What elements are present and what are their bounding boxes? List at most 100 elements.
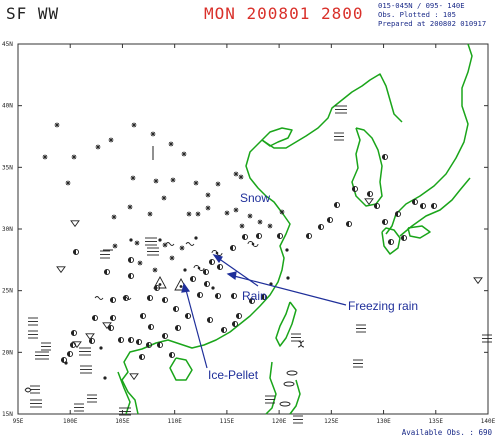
freezing-rain-dot (251, 242, 255, 246)
squall-symbol (297, 340, 305, 348)
lon-label-140E: 140E (481, 418, 496, 425)
snow-symbol (233, 171, 239, 177)
snow-symbol (54, 122, 60, 128)
rain-symbol (60, 356, 68, 364)
annotation-snow: Snow (240, 191, 271, 205)
coastline-shandong (261, 127, 293, 147)
snow-symbol (71, 154, 77, 160)
rain-symbol (400, 234, 408, 242)
rain-symbol (109, 314, 117, 322)
snow-symbol (193, 180, 199, 186)
chart-date-title: MON 200801 2800 (204, 4, 364, 23)
lat-label-40N: 40N (2, 103, 13, 110)
drizzle-symbol (129, 238, 133, 242)
chart-title-left: SF WW (6, 4, 60, 23)
rain-symbol (248, 297, 256, 305)
snow-symbol (127, 204, 133, 210)
annotation-rain: Rain (242, 289, 267, 303)
available-obs-label: Available Obs. : 690 (401, 428, 492, 437)
snow-symbol (153, 178, 159, 184)
rain-symbol (220, 326, 228, 334)
rain-symbol (387, 238, 395, 246)
freezing-rain-dot (215, 251, 219, 255)
drizzle-symbol (158, 238, 162, 242)
lon-label-95E: 95E (13, 418, 24, 425)
lat-label-15N: 15N (2, 411, 13, 418)
rain-symbol (135, 338, 143, 346)
rain-symbol (203, 280, 211, 288)
rain-symbol (174, 324, 182, 332)
snow-symbol (181, 151, 187, 157)
rain-symbol (122, 294, 130, 302)
arrow-freezing-rain-head (226, 271, 237, 281)
rain-symbol (127, 256, 135, 264)
ice-pellet-dot (158, 283, 162, 286)
rain-symbol (196, 291, 204, 299)
drizzle-symbol (99, 346, 103, 350)
cloud-symbol (279, 401, 291, 407)
rain-symbol (419, 202, 427, 210)
haze-symbol (122, 296, 132, 300)
rain-symbol (138, 353, 146, 361)
annotation-arrows (181, 254, 347, 369)
snow-symbol (205, 192, 211, 198)
ice-pellet-symbol (153, 276, 167, 289)
freezing-rain-dot (197, 266, 201, 270)
rain-symbol (117, 336, 125, 344)
rain-symbol (208, 258, 216, 266)
snow-symbol (131, 122, 137, 128)
rain-symbol (172, 305, 180, 313)
rain-symbol (161, 332, 169, 340)
rain-symbol (145, 341, 153, 349)
rain-symbol (351, 185, 359, 193)
snow-symbol (169, 255, 175, 261)
rain-symbol (255, 232, 263, 240)
map-frame (17, 43, 489, 415)
rain-symbol (109, 296, 117, 304)
snow-symbol (65, 180, 71, 186)
drizzle-symbol (183, 268, 187, 272)
coastline-shikoku (407, 225, 431, 239)
rain-symbol (333, 201, 341, 209)
rain-symbol (229, 244, 237, 252)
snow-symbol (205, 205, 211, 211)
ice-pellet-dot (179, 285, 183, 288)
arrow-freezing-rain (233, 275, 347, 306)
cloud-symbol (283, 381, 295, 387)
rain-symbol (411, 198, 419, 206)
lon-label-120E: 120E (272, 418, 287, 425)
snow-symbol (152, 267, 158, 273)
rain-symbol (381, 218, 389, 226)
rain-symbol (107, 324, 115, 332)
coastline-hainan (169, 357, 193, 381)
rain-symbol (276, 232, 284, 240)
rain-symbol (184, 312, 192, 320)
rain-symbol (72, 248, 80, 256)
rain-symbol (305, 232, 313, 240)
drizzle-symbol (286, 276, 290, 280)
snow-symbol (233, 207, 239, 213)
rain-symbol (231, 320, 239, 328)
whirl-symbol (24, 387, 32, 393)
tick-marks (17, 43, 489, 415)
drizzle-symbol (64, 361, 68, 365)
rain-symbol (127, 272, 135, 280)
rain-symbol (156, 341, 164, 349)
rain-symbol (91, 314, 99, 322)
lat-label-30N: 30N (2, 226, 13, 233)
snow-symbol (134, 240, 140, 246)
lat-label-35N: 35N (2, 164, 13, 171)
snow-symbol (224, 210, 230, 216)
coastline-kyushu (381, 227, 401, 255)
rain-symbol (66, 350, 74, 358)
chart-info-block: 015-045N / 095- 140E Obs. Plotted : 105 … (378, 1, 486, 28)
arrow-ice-pellet-head (181, 282, 191, 293)
haze-symbol (185, 242, 195, 246)
snow-symbol (108, 137, 114, 143)
coastline-japan-honshu (385, 43, 473, 235)
info-line-range: 015-045N / 095- 140E (378, 1, 465, 10)
weather-symbols (24, 105, 492, 424)
rain-symbol (214, 292, 222, 300)
drizzle-symbol (285, 248, 289, 252)
